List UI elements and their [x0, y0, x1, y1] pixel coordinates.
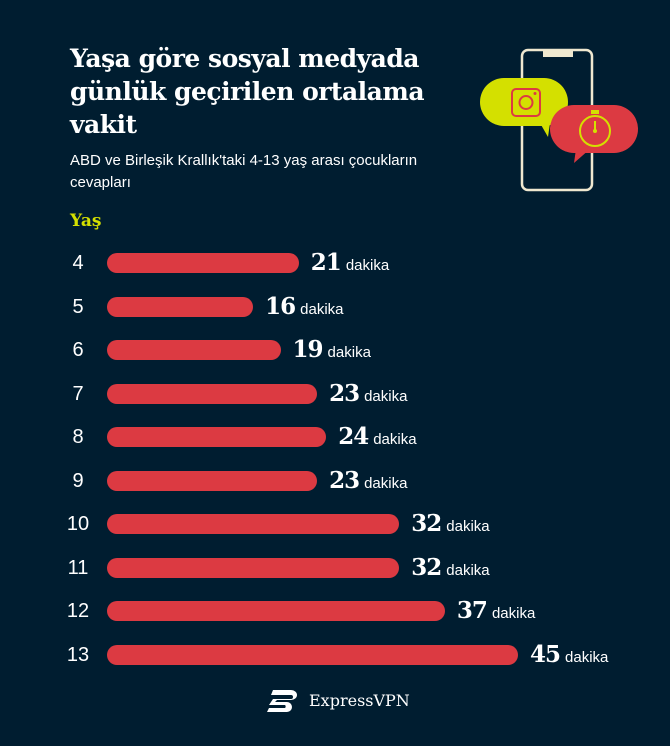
phone-icon — [480, 48, 638, 192]
brand-name: ExpressVPN — [309, 690, 410, 710]
unit: dakika — [446, 518, 490, 535]
data-label: 16 dakika — [265, 292, 343, 325]
tick-label: 10 — [66, 513, 90, 535]
value: 24 — [338, 423, 369, 450]
data-label: 45 dakika — [530, 640, 608, 673]
expressvpn-logo-icon — [267, 690, 297, 712]
value: 45 — [530, 640, 561, 668]
data-label: 24 dakika — [338, 422, 416, 455]
bar — [107, 427, 327, 447]
tick-label: 11 — [67, 556, 89, 579]
bar — [107, 557, 400, 578]
tick-label: 7 — [72, 382, 84, 405]
bar — [107, 470, 318, 491]
axis-label: Yaş — [70, 211, 102, 231]
bar — [107, 340, 281, 360]
bar — [107, 514, 400, 534]
chart-subtitle: ABD ve Birleşik Krallık'taki 4-13 yaş ar… — [70, 152, 418, 191]
tick-label: 5 — [72, 295, 84, 318]
bar — [107, 253, 299, 273]
data-label: 32 dakika — [411, 553, 489, 586]
value: 21 — [310, 249, 342, 276]
tick-label: 9 — [72, 469, 84, 492]
unit: dakika — [327, 344, 371, 361]
bar — [107, 383, 318, 404]
tick-label: 4 — [72, 252, 84, 274]
bar — [107, 644, 518, 665]
unit: dakika — [345, 257, 390, 274]
value: 23 — [329, 379, 360, 407]
tick-label: 13 — [66, 643, 90, 666]
unit: dakika — [565, 648, 609, 666]
data-label: 21 dakika — [311, 248, 389, 281]
data-label: 32 dakika — [411, 509, 489, 542]
unit: dakika — [364, 387, 408, 405]
tick-label: 12 — [66, 600, 90, 622]
data-label: 37 dakika — [457, 596, 535, 629]
value: 32 — [411, 510, 442, 537]
data-label: 23 dakika — [329, 379, 407, 412]
unit: dakika — [491, 605, 536, 622]
value: 32 — [411, 553, 442, 581]
chart-title: Yaşa göre sosyal medyada günlük geçirile… — [70, 44, 425, 139]
value: 16 — [265, 292, 296, 320]
stopwatch-icon — [550, 105, 638, 163]
data-label: 23 dakika — [329, 466, 407, 499]
unit: dakika — [446, 561, 490, 579]
bar — [107, 601, 445, 621]
value: 23 — [329, 466, 360, 494]
unit: dakika — [364, 474, 408, 492]
unit: dakika — [373, 431, 417, 448]
value: 19 — [292, 336, 324, 363]
unit: dakika — [300, 300, 344, 318]
brand-logo: ExpressVPN — [265, 688, 410, 712]
bar — [107, 296, 254, 317]
value: 37 — [456, 597, 488, 624]
tick-label: 8 — [72, 426, 84, 448]
tick-label: 6 — [72, 339, 84, 361]
instagram-icon — [480, 78, 568, 137]
data-label: 19 dakika — [293, 335, 371, 368]
